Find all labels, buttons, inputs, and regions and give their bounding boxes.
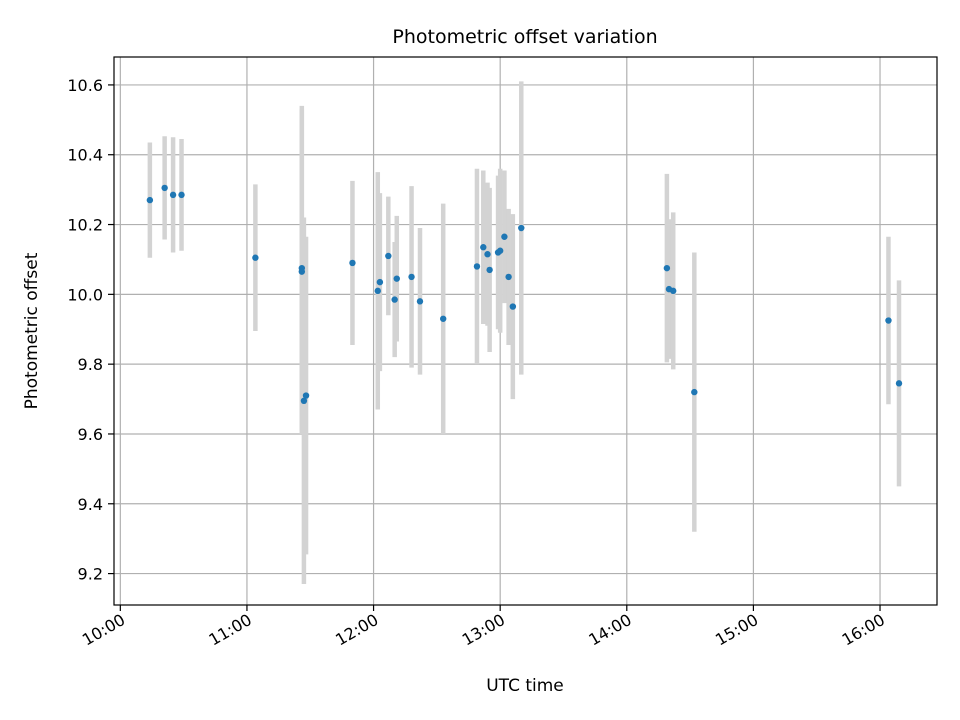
y-tick-label: 10.2 (67, 216, 103, 235)
data-point (146, 196, 154, 204)
y-tick-label: 9.2 (78, 565, 103, 584)
y-axis-ticks: 9.2 9.4 9.6 9.8 10.0 10.2 10.4 10.6 (67, 76, 114, 584)
y-tick-label: 10.6 (67, 76, 103, 95)
data-point (484, 251, 491, 258)
data-point (501, 233, 508, 240)
data-point (393, 275, 400, 282)
data-point (385, 252, 392, 260)
x-axis-label: UTC time (486, 676, 564, 696)
data-point (376, 278, 384, 286)
data-point (670, 287, 677, 295)
data-point (374, 287, 381, 295)
data-point (691, 388, 698, 396)
data-point (496, 247, 504, 254)
data-point (161, 184, 168, 192)
data-point (473, 263, 481, 270)
data-point (505, 273, 512, 281)
data-point (298, 268, 306, 275)
grid (114, 57, 937, 605)
data-point (885, 317, 892, 324)
data-point (391, 296, 398, 303)
y-tick-label: 10.4 (67, 146, 103, 165)
data-point (349, 259, 356, 267)
data-point (252, 254, 259, 261)
plot-frame (113, 56, 938, 606)
data-point (486, 266, 493, 274)
data-point (895, 380, 903, 387)
data-point (509, 303, 517, 310)
y-tick-label: 9.4 (78, 495, 103, 514)
data-point (169, 191, 177, 199)
y-tick-label: 10.0 (67, 285, 103, 304)
data-point (663, 264, 671, 272)
y-tick-label: 9.8 (78, 355, 103, 374)
chart-title: Photometric offset variation (392, 26, 657, 48)
data-point (300, 397, 308, 405)
data-point (408, 273, 415, 281)
data-point (440, 315, 447, 322)
y-axis-label: Photometric offset (22, 252, 42, 409)
data-point (480, 244, 487, 251)
data-point (302, 392, 310, 399)
data-point (416, 298, 424, 305)
data-point (518, 224, 525, 232)
data-point (178, 191, 185, 199)
data-points (146, 184, 903, 405)
y-tick-label: 9.6 (78, 425, 103, 444)
